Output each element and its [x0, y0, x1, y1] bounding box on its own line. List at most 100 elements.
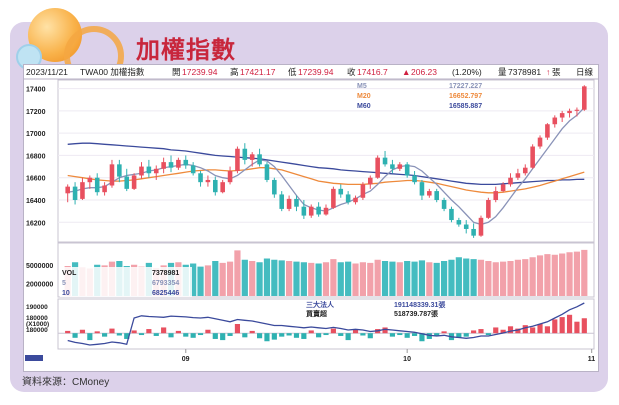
institutional-bar	[197, 333, 204, 336]
candle-body	[367, 177, 373, 185]
institutional-tick-label: 190000	[26, 304, 48, 311]
candle-body	[198, 173, 203, 183]
vol-legend-vol-label: VOL	[62, 270, 77, 277]
institutional-bar	[316, 333, 322, 338]
legend-m60-label: M60	[357, 103, 371, 110]
candle-body	[131, 175, 137, 189]
volume-tick-label: 5000000	[26, 263, 53, 270]
candle-body	[308, 206, 314, 216]
institutional-bar	[463, 333, 469, 337]
volume-bar	[219, 262, 226, 296]
ma20-line	[67, 167, 585, 194]
header-volume: 7378981	[508, 67, 541, 77]
institutional-bar	[183, 333, 189, 337]
institutional-bar	[360, 333, 366, 336]
price-tick-label: 17400	[26, 87, 46, 94]
institutional-bar	[286, 333, 292, 336]
institutional-bar	[168, 333, 174, 338]
volume-bar	[389, 261, 396, 296]
volume-bar	[581, 249, 588, 296]
institutional-bar	[256, 333, 263, 339]
institutional-bar	[242, 333, 248, 338]
chart-container: 2023/11/21 TWA00 加權指數 開 17239.94 高 17421…	[23, 64, 599, 372]
candle-body	[478, 217, 484, 236]
price-panel	[57, 79, 595, 243]
institutional-bar	[109, 328, 115, 334]
volume-bar	[337, 262, 344, 296]
candle-body	[80, 182, 85, 199]
ma-legend: M5 17227.227 M20 16652.797 M60 16585.887	[357, 83, 482, 110]
inst-legend-name-value: 191148339.31張	[394, 300, 446, 309]
volume-bar	[551, 254, 558, 296]
candle-body	[582, 86, 587, 110]
institutional-bar	[153, 333, 159, 336]
volume-bar	[522, 259, 529, 296]
volume-bar	[278, 260, 285, 296]
volume-bar	[536, 255, 544, 296]
volume-bar	[249, 261, 256, 296]
candle-body	[567, 110, 572, 114]
volume-bar	[263, 258, 271, 296]
volume-bar	[293, 261, 300, 296]
header-period: 日線	[576, 67, 594, 77]
scroll-handle[interactable]	[25, 355, 43, 361]
candle-body	[360, 184, 366, 198]
price-tick-label: 17000	[26, 131, 46, 138]
candle-body	[65, 186, 70, 194]
institutional-bar	[102, 333, 108, 337]
inst-legend-net-value: 518739.787張	[394, 309, 439, 318]
volume-bar	[241, 259, 248, 296]
candle-body	[552, 117, 558, 125]
data-source: 資料來源：CMoney	[22, 377, 110, 388]
volume-bar	[573, 251, 581, 296]
candle-body	[161, 162, 166, 169]
institutional-bar	[426, 333, 432, 339]
header-symbol: TWA00 加權指數	[80, 67, 145, 77]
institutional-bar	[566, 314, 573, 334]
institutional-panel	[57, 298, 595, 350]
volume-bar	[197, 266, 204, 296]
candle-body	[427, 191, 432, 196]
institutional-bar	[72, 333, 78, 338]
volume-bar	[381, 261, 389, 296]
institutional-bar	[441, 331, 447, 334]
candle-body	[124, 176, 130, 189]
institutional-bar	[94, 331, 100, 334]
institutional-bar	[552, 319, 558, 334]
candle-body	[220, 182, 225, 193]
volume-bar	[544, 254, 551, 296]
inst-legend-net: 買賣超	[305, 309, 328, 318]
volume-bar	[440, 261, 448, 296]
price-tick-label: 17200	[26, 109, 46, 116]
candle-body	[493, 191, 499, 200]
candle-body	[190, 165, 196, 174]
volume-bar	[256, 262, 263, 296]
candle-body	[183, 159, 189, 166]
institutional-bar	[323, 333, 329, 336]
candle-body	[139, 166, 144, 176]
institutional-bar	[65, 330, 71, 334]
institutional-bar	[471, 330, 477, 334]
volume-panel	[57, 242, 595, 298]
vol-legend-10-label: 10	[62, 290, 70, 297]
volume-bar	[492, 262, 499, 296]
candle-body	[345, 194, 351, 203]
candle-body	[338, 188, 344, 195]
institutional-bar	[382, 327, 388, 334]
candle-body	[471, 228, 476, 236]
volume-bar	[330, 259, 337, 296]
candle-body	[257, 154, 262, 165]
institutional-bar	[116, 333, 122, 336]
header-low-label: 低	[288, 67, 297, 77]
header-open-label: 開	[172, 67, 181, 77]
x-tick-label: 11	[588, 356, 596, 363]
candle-body	[559, 113, 565, 118]
institutional-bar	[264, 333, 270, 342]
institutional-bar	[434, 333, 440, 336]
institutional-tick-label: 180000	[26, 327, 48, 334]
header-open: 17239.94	[182, 67, 218, 77]
institutional-bar	[456, 333, 462, 338]
volume-bar	[204, 265, 212, 296]
price-tick-label: 16400	[26, 198, 46, 205]
vol-legend-5-label: 5	[62, 280, 66, 287]
